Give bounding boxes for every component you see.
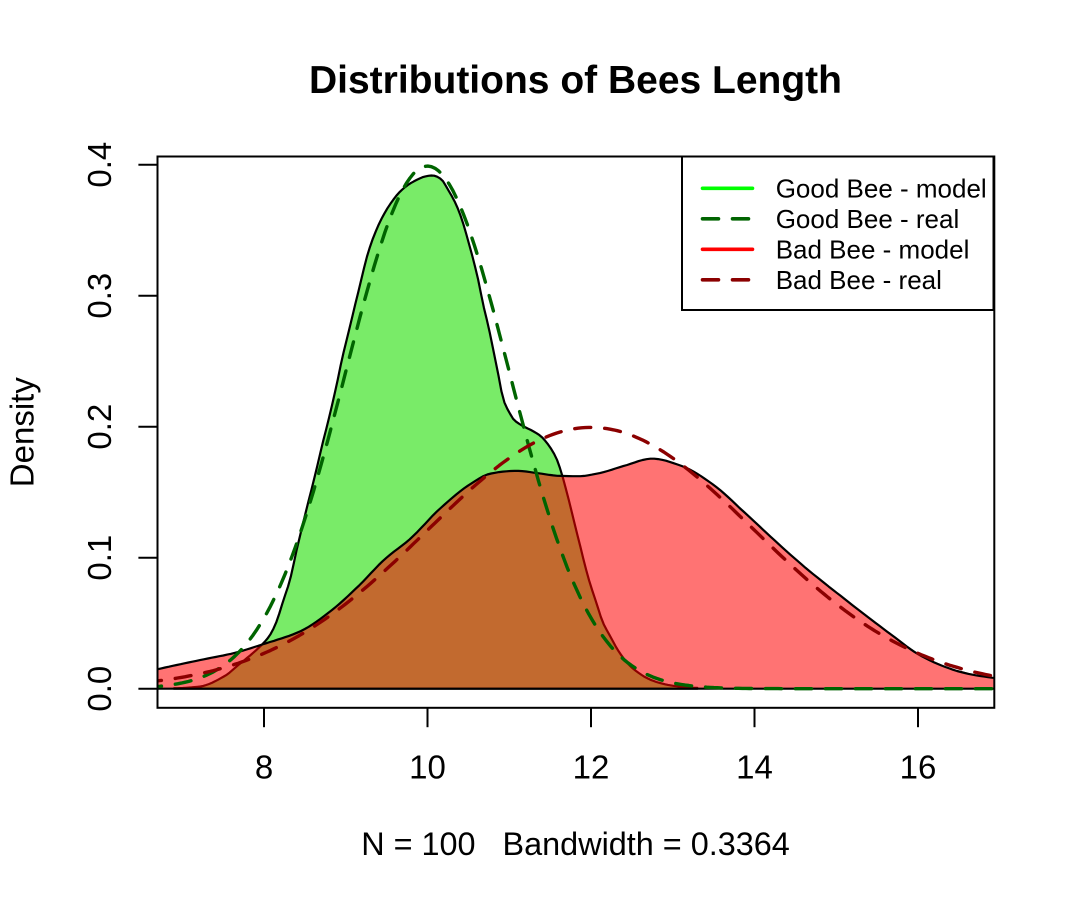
svg-text:Bad Bee - real: Bad Bee - real (776, 265, 942, 295)
svg-text:0.0: 0.0 (81, 666, 118, 712)
svg-text:Good Bee - real: Good Bee - real (776, 204, 960, 234)
svg-text:8: 8 (255, 749, 273, 786)
svg-text:Good Bee - model: Good Bee - model (776, 174, 987, 204)
svg-text:0.1: 0.1 (81, 535, 118, 581)
svg-text:0.3: 0.3 (81, 273, 118, 319)
svg-text:0.2: 0.2 (81, 404, 118, 450)
svg-text:Density: Density (4, 377, 41, 488)
svg-text:N = 100 Bandwidth = 0.3364: N = 100 Bandwidth = 0.3364 (361, 826, 790, 862)
svg-text:12: 12 (573, 749, 610, 786)
svg-text:Distributions of Bees Length: Distributions of Bees Length (309, 59, 842, 102)
svg-text:14: 14 (736, 749, 773, 786)
svg-text:16: 16 (900, 749, 937, 786)
svg-text:Bad Bee - model: Bad Bee - model (776, 235, 970, 265)
svg-text:10: 10 (409, 749, 446, 786)
svg-text:0.4: 0.4 (81, 142, 118, 188)
